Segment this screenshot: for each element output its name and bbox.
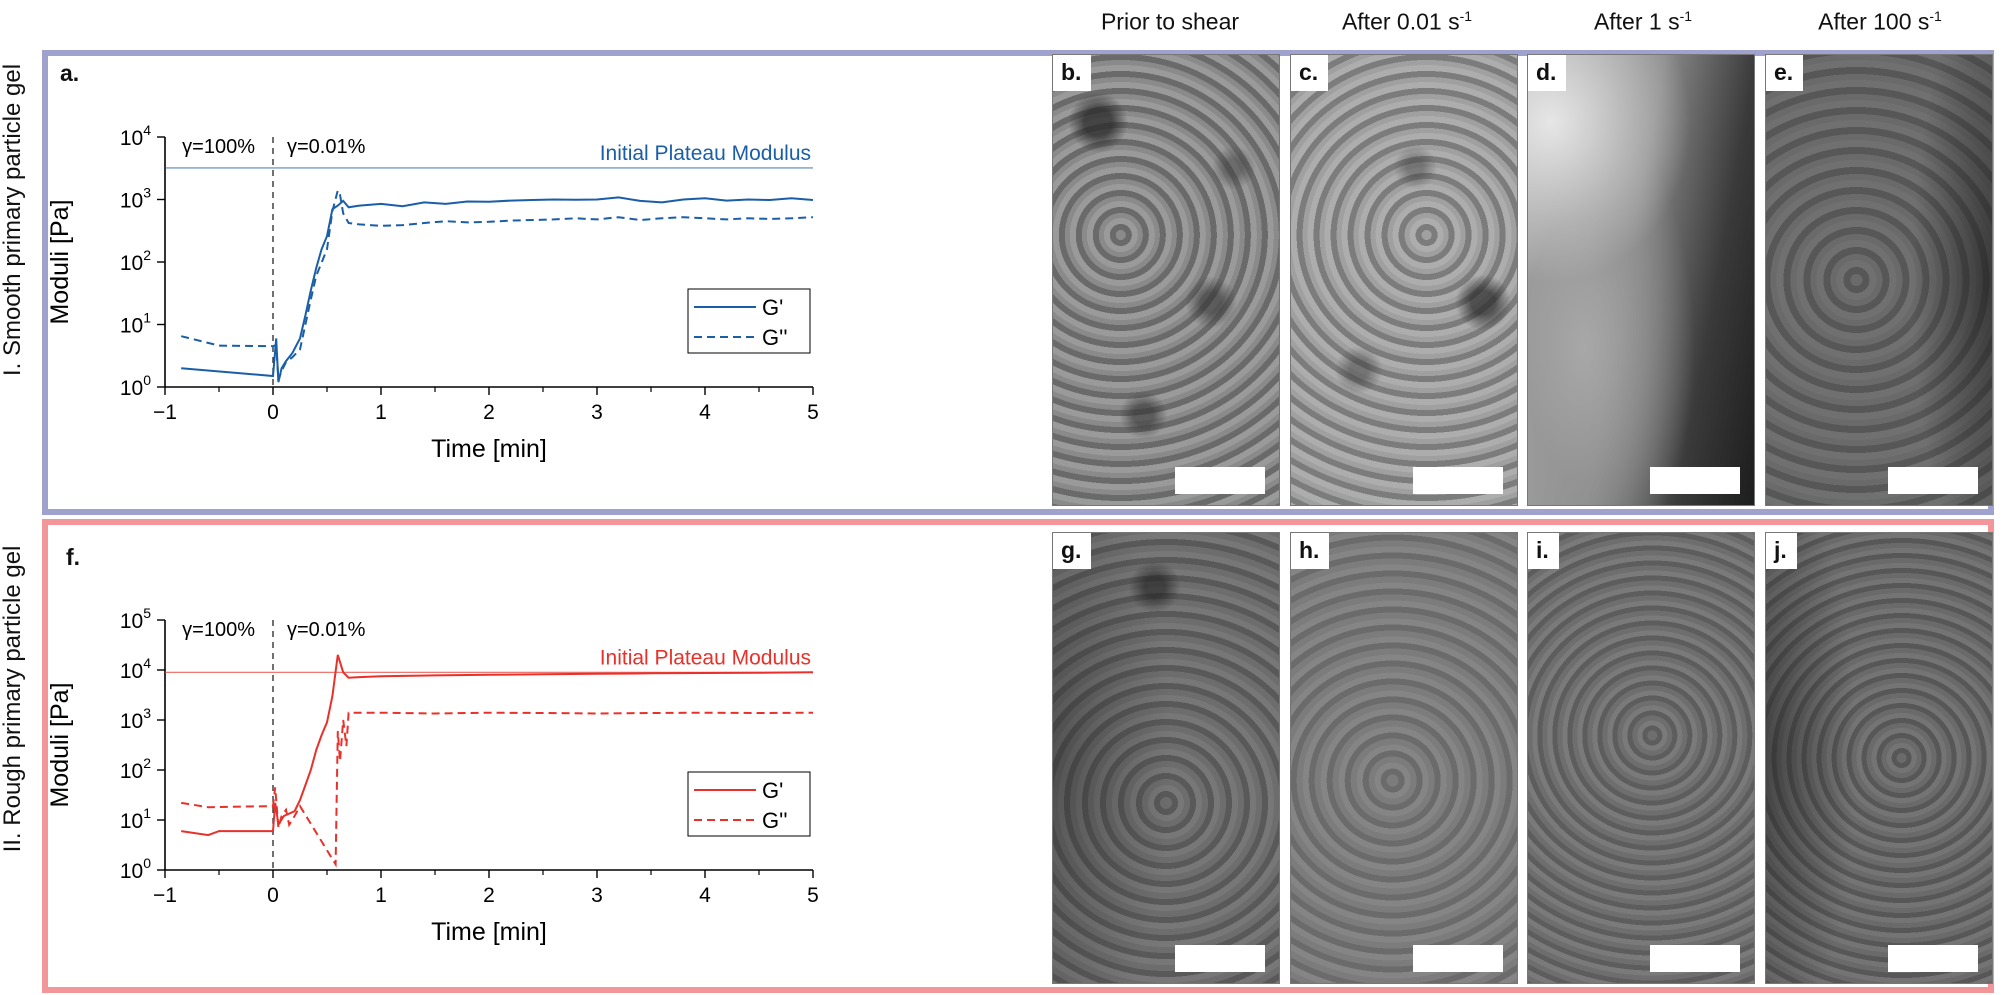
panel-letter-a: a. bbox=[52, 56, 90, 92]
panel-letter-j: j. bbox=[1766, 533, 1797, 569]
column-header-text: Prior to shear bbox=[1100, 8, 1240, 35]
scale-bar bbox=[1413, 945, 1503, 972]
micrograph-e: e. bbox=[1765, 54, 1993, 506]
y-tick-label: 101 bbox=[120, 310, 151, 338]
y-tick-label: 105 bbox=[120, 605, 151, 633]
strain-label-left: γ=100% bbox=[182, 136, 255, 158]
column-header-text: After 0.01 s bbox=[1341, 8, 1460, 35]
micrograph-j: j. bbox=[1765, 532, 1993, 984]
x-tick-label: 5 bbox=[807, 884, 819, 907]
x-tick-label: 4 bbox=[699, 884, 711, 907]
series-line-loss bbox=[180, 187, 814, 381]
y-tick-label: 101 bbox=[120, 805, 151, 833]
x-tick-label: 2 bbox=[483, 401, 495, 424]
row-label-smooth: I. Smooth primary particle gel bbox=[0, 63, 26, 377]
legend-box bbox=[687, 288, 811, 354]
panel-letter-b: b. bbox=[1053, 55, 1092, 91]
y-tick-label: 102 bbox=[120, 247, 151, 275]
panel-letter-i: i. bbox=[1528, 533, 1559, 569]
y-tick-label: 103 bbox=[120, 705, 151, 733]
y-tick-label: 100 bbox=[120, 855, 151, 883]
y-tick-label: 104 bbox=[120, 655, 151, 683]
scale-bar bbox=[1413, 467, 1503, 494]
y-axis-label: Moduli [Pa] bbox=[48, 682, 74, 807]
column-header-001: After 0.01 s-1 bbox=[1293, 8, 1521, 36]
x-tick-label: 1 bbox=[375, 401, 387, 424]
scale-bar bbox=[1650, 467, 1740, 494]
column-header-100: After 100 s-1 bbox=[1766, 8, 1994, 36]
micrograph-d: d. bbox=[1527, 54, 1755, 506]
column-header-prior: Prior to shear bbox=[1056, 8, 1284, 36]
y-tick-label: 104 bbox=[120, 122, 151, 150]
micrograph-g: g. bbox=[1052, 532, 1280, 984]
x-tick-label: 3 bbox=[591, 401, 603, 424]
row-label-rough: II. Rough primary particle gel bbox=[0, 545, 26, 853]
strain-label-right: γ=0.01% bbox=[287, 136, 366, 158]
y-tick-label: 100 bbox=[120, 372, 151, 400]
x-tick-label: 4 bbox=[699, 401, 711, 424]
x-tick-label: 2 bbox=[483, 884, 495, 907]
panel-letter-c: c. bbox=[1291, 55, 1329, 91]
scale-bar bbox=[1650, 945, 1740, 972]
x-tick-label: 1 bbox=[375, 884, 387, 907]
column-header-text: After 1 s bbox=[1593, 8, 1680, 35]
panel-letter-e: e. bbox=[1766, 55, 1804, 91]
y-axis-label: Moduli [Pa] bbox=[48, 199, 74, 324]
strain-label-right: γ=0.01% bbox=[287, 619, 366, 641]
plateau-label: Initial Plateau Modulus bbox=[600, 142, 811, 165]
legend-label: G'' bbox=[762, 808, 788, 833]
moduli-chart-rough: −1 0 1 2 3 4 5 100 101 102 103 104 105 Time [min] Modu… bbox=[48, 605, 819, 946]
legend-box bbox=[687, 771, 811, 837]
panel-letter-h: h. bbox=[1291, 533, 1330, 569]
column-header-sup: -1 bbox=[1459, 8, 1473, 24]
legend-label: G' bbox=[762, 778, 783, 803]
column-header-1: After 1 s-1 bbox=[1529, 8, 1757, 36]
strain-label-left: γ=100% bbox=[182, 619, 255, 641]
micrograph-c: c. bbox=[1290, 54, 1518, 506]
x-tick-label: 0 bbox=[267, 401, 279, 424]
x-tick-label: 3 bbox=[591, 884, 603, 907]
legend-label: G' bbox=[762, 295, 783, 320]
x-tick-label: 0 bbox=[267, 884, 279, 907]
micrograph-b: b. bbox=[1052, 54, 1280, 506]
scale-bar bbox=[1888, 467, 1978, 494]
panel-letter-f: f. bbox=[58, 540, 91, 576]
scale-bar bbox=[1888, 945, 1978, 972]
legend-label: G'' bbox=[762, 325, 788, 350]
column-header-sup: -1 bbox=[1929, 8, 1942, 24]
series-line-storage bbox=[181, 196, 814, 383]
panel-letter-d: d. bbox=[1528, 55, 1567, 91]
y-tick-label: 102 bbox=[120, 755, 151, 783]
x-axis-label: Time [min] bbox=[431, 918, 547, 946]
scale-bar bbox=[1175, 945, 1265, 972]
column-header-sup: -1 bbox=[1679, 8, 1693, 24]
micrograph-h: h. bbox=[1290, 532, 1518, 984]
x-tick-label: −1 bbox=[153, 884, 177, 907]
panel-letter-g: g. bbox=[1053, 533, 1092, 569]
scale-bar bbox=[1175, 467, 1265, 494]
x-axis-label: Time [min] bbox=[431, 435, 547, 463]
x-tick-label: −1 bbox=[153, 401, 177, 424]
plateau-label: Initial Plateau Modulus bbox=[600, 646, 811, 669]
moduli-chart-smooth: −1 0 1 2 3 4 5 100 101 102 103 104 Time [min] Moduli … bbox=[48, 122, 819, 463]
micrograph-i: i. bbox=[1527, 532, 1755, 984]
x-tick-label: 5 bbox=[807, 401, 819, 424]
y-tick-label: 103 bbox=[120, 185, 151, 213]
column-header-text: After 100 s bbox=[1818, 8, 1930, 35]
